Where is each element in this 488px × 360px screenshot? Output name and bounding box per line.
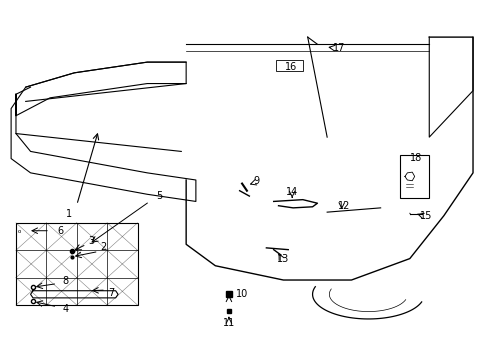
- Text: 10: 10: [235, 289, 247, 298]
- Bar: [399, 155, 428, 198]
- Text: 17: 17: [332, 43, 345, 53]
- Text: 14: 14: [285, 187, 298, 197]
- Text: 2: 2: [100, 242, 106, 252]
- Text: 1: 1: [66, 209, 72, 219]
- Text: 12: 12: [337, 201, 349, 211]
- Text: 6: 6: [57, 226, 63, 236]
- Text: 9: 9: [253, 176, 259, 186]
- Text: 4: 4: [62, 304, 68, 314]
- Text: o: o: [18, 229, 21, 234]
- Text: 8: 8: [62, 276, 68, 286]
- Text: 3: 3: [88, 236, 94, 246]
- Text: 7: 7: [108, 288, 114, 297]
- Bar: [276, 60, 302, 71]
- Text: 11: 11: [223, 318, 235, 328]
- Text: 15: 15: [419, 211, 431, 221]
- Bar: [16, 223, 137, 305]
- Text: 5: 5: [156, 191, 162, 201]
- Text: 18: 18: [408, 153, 421, 163]
- Text: 13: 13: [277, 254, 289, 264]
- Text: 16: 16: [284, 63, 296, 72]
